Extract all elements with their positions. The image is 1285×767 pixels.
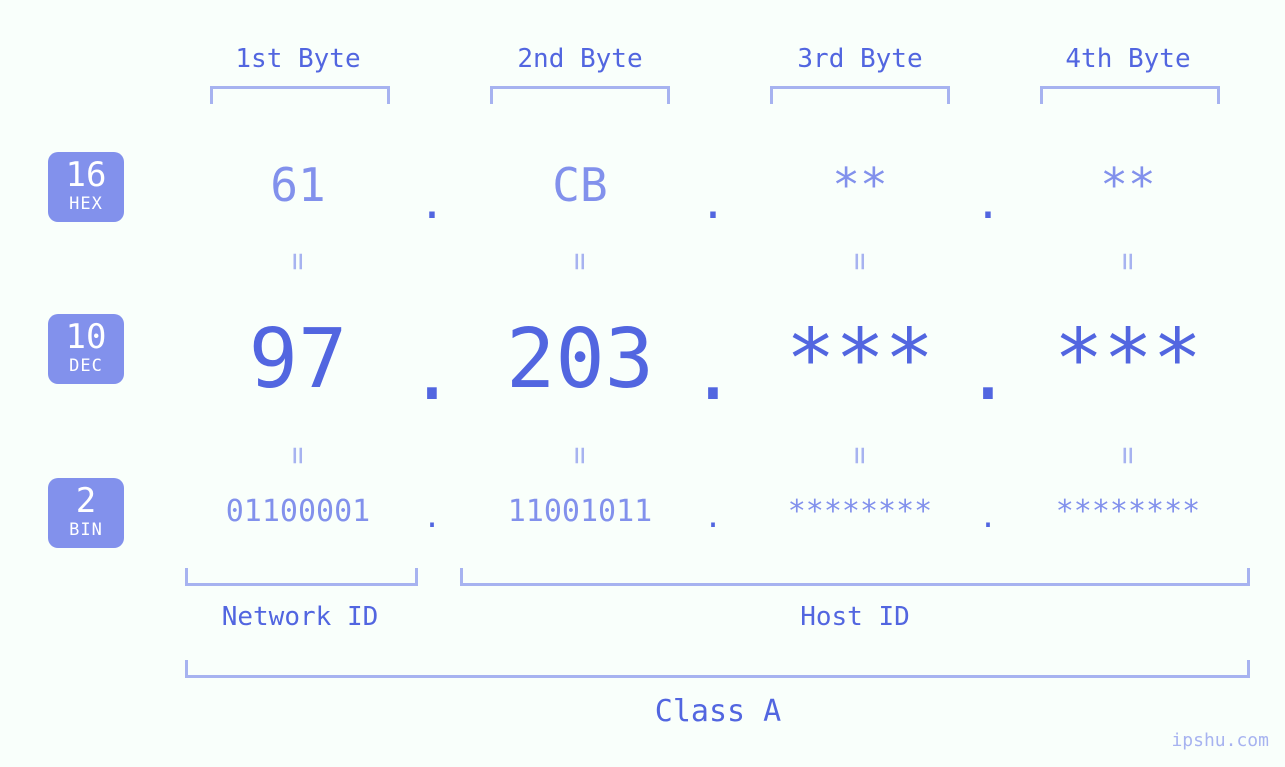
bin-byte-4: ******** xyxy=(1056,494,1201,529)
bin-dot-3: . xyxy=(979,500,997,535)
dec-dot-2: . xyxy=(690,328,737,418)
hex-dot-1: . xyxy=(419,178,446,229)
bracket-class xyxy=(185,660,1250,678)
bracket-byte-4 xyxy=(1040,86,1220,104)
dec-byte-4: *** xyxy=(1054,312,1202,407)
base-num-dec: 10 xyxy=(48,320,124,354)
byte-header-4: 4th Byte xyxy=(1065,44,1190,74)
watermark: ipshu.com xyxy=(1171,730,1269,751)
base-label-hex: HEX xyxy=(48,194,124,214)
dec-dot-3: . xyxy=(965,328,1012,418)
base-badge-hex: 16 HEX xyxy=(48,152,124,222)
base-badge-bin: 2 BIN xyxy=(48,478,124,548)
equals-icon: = xyxy=(281,252,316,270)
bracket-byte-1 xyxy=(210,86,390,104)
bracket-host-id xyxy=(460,568,1250,586)
base-label-dec: DEC xyxy=(48,356,124,376)
byte-header-1: 1st Byte xyxy=(235,44,360,74)
dec-byte-2: 203 xyxy=(506,312,654,407)
equals-icon: = xyxy=(843,252,878,270)
bin-byte-3: ******** xyxy=(788,494,933,529)
bracket-byte-3 xyxy=(770,86,950,104)
label-class: Class A xyxy=(655,694,781,729)
equals-icon: = xyxy=(1111,252,1146,270)
bin-byte-1: 01100001 xyxy=(226,494,371,529)
hex-dot-3: . xyxy=(975,178,1002,229)
dec-dot-1: . xyxy=(409,328,456,418)
equals-icon: = xyxy=(843,446,878,464)
base-label-bin: BIN xyxy=(48,520,124,540)
bin-dot-1: . xyxy=(423,500,441,535)
equals-icon: = xyxy=(281,446,316,464)
base-num-hex: 16 xyxy=(48,158,124,192)
dec-byte-1: 97 xyxy=(249,312,348,407)
hex-byte-1: 61 xyxy=(270,158,325,212)
base-badge-dec: 10 DEC xyxy=(48,314,124,384)
label-host-id: Host ID xyxy=(800,602,910,632)
bracket-byte-2 xyxy=(490,86,670,104)
byte-header-3: 3rd Byte xyxy=(797,44,922,74)
bin-byte-2: 11001011 xyxy=(508,494,653,529)
base-num-bin: 2 xyxy=(48,484,124,518)
byte-header-2: 2nd Byte xyxy=(517,44,642,74)
hex-byte-4: ** xyxy=(1100,158,1155,212)
hex-dot-2: . xyxy=(700,178,727,229)
bracket-network-id xyxy=(185,568,418,586)
hex-byte-2: CB xyxy=(552,158,607,212)
label-network-id: Network ID xyxy=(222,602,379,632)
dec-byte-3: *** xyxy=(786,312,934,407)
ip-diagram: 1st Byte 2nd Byte 3rd Byte 4th Byte 16 H… xyxy=(0,0,1285,767)
equals-icon: = xyxy=(563,446,598,464)
equals-icon: = xyxy=(563,252,598,270)
bin-dot-2: . xyxy=(704,500,722,535)
equals-icon: = xyxy=(1111,446,1146,464)
hex-byte-3: ** xyxy=(832,158,887,212)
